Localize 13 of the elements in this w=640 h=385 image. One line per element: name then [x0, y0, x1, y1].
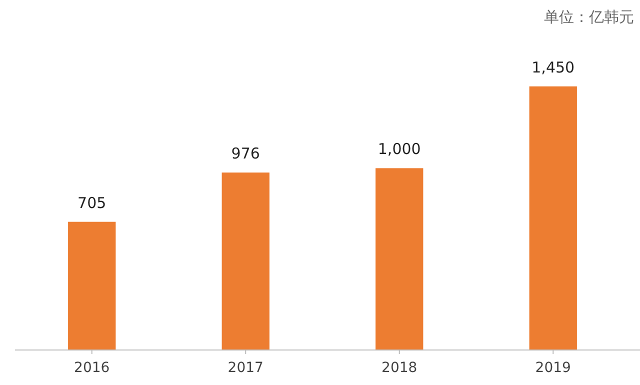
- x-tick-label: 2018: [382, 360, 418, 376]
- data-label: 1,450: [532, 58, 575, 76]
- bar: [529, 86, 577, 350]
- x-tick-label: 2019: [535, 360, 571, 376]
- data-label: 1,000: [378, 140, 421, 158]
- bar: [222, 172, 270, 350]
- bar: [376, 168, 424, 350]
- x-tick-label: 2017: [228, 360, 264, 376]
- bar: [68, 222, 116, 350]
- text: 单位：亿韩元: [544, 8, 634, 26]
- x-tick-label: 2016: [74, 360, 110, 376]
- data-label: 976: [231, 144, 260, 163]
- data-label: 705: [78, 194, 106, 212]
